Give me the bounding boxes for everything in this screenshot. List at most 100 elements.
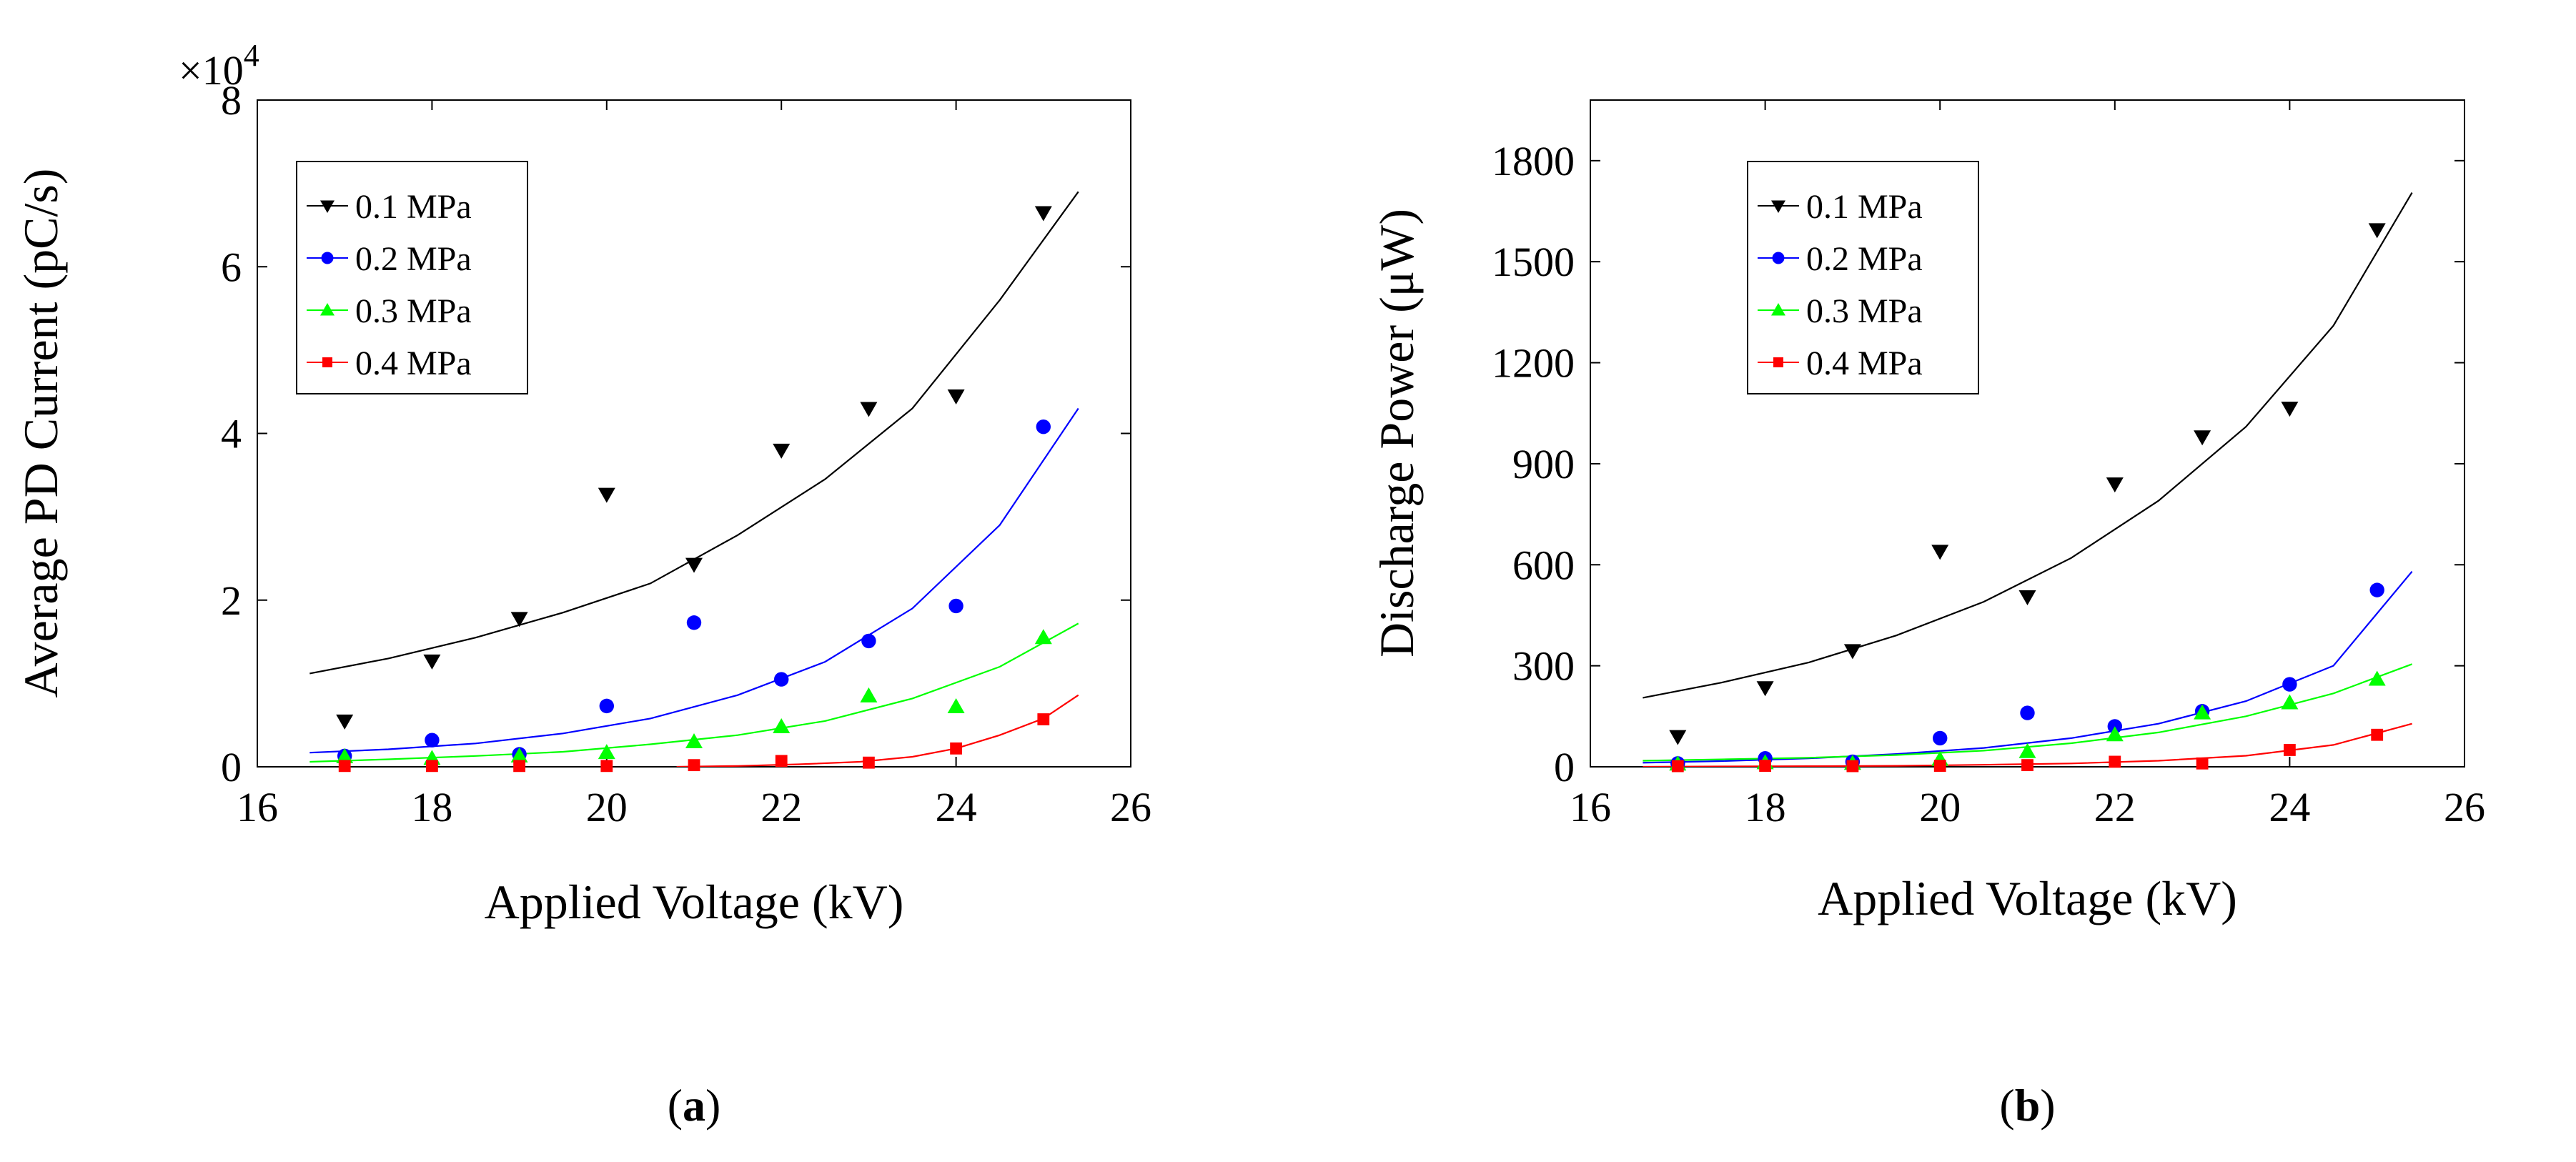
data-point-series-3: [600, 760, 613, 773]
x-tick-label: 22: [761, 784, 802, 830]
data-point-series-1: [948, 598, 963, 614]
y-tick-label: 900: [1512, 441, 1575, 487]
legend-marker-swatch: [1773, 357, 1783, 367]
x-tick-label: 18: [1745, 784, 1786, 830]
data-point-series-1: [1036, 419, 1051, 434]
data-point-series-3: [2109, 755, 2121, 768]
x-tick-label: 24: [2269, 784, 2310, 830]
data-point-series-3: [775, 755, 788, 768]
data-point-series-2: [2194, 704, 2211, 720]
subfigure-label: (b): [1999, 1080, 2055, 1131]
y-tick-label: 1200: [1492, 340, 1575, 387]
data-point-series-1: [861, 633, 876, 649]
subfigure-label-close-paren: ): [2040, 1080, 2055, 1131]
data-point-series-0: [1931, 545, 1949, 560]
y-tick-label: 0: [1554, 744, 1575, 790]
x-axis-label: Applied Voltage (kV): [485, 875, 904, 929]
data-point-series-2: [860, 687, 878, 702]
data-point-series-0: [773, 443, 791, 459]
data-point-series-2: [2281, 694, 2299, 710]
subfigure-label-letter: b: [2015, 1080, 2041, 1131]
legend-entry-label: 0.3 MPa: [1806, 292, 1923, 330]
data-point-series-3: [1759, 760, 1771, 772]
data-point-series-3: [688, 759, 700, 772]
y-axis-exponent-base: ×10: [179, 47, 244, 94]
data-point-series-1: [774, 672, 789, 687]
x-tick-label: 16: [237, 784, 278, 830]
x-tick-label: 26: [1110, 784, 1151, 830]
y-tick-label: 1800: [1492, 138, 1575, 184]
panel-b: 16 18 20 22 24 26 0 300 600 900 1200 1500 1800 Applie…: [1369, 99, 2485, 1131]
subfigure-label-letter: a: [683, 1080, 705, 1131]
legend-marker-swatch: [320, 200, 335, 213]
data-point-series-1: [599, 698, 614, 714]
y-tick-label: 8: [221, 77, 242, 124]
fit-curve-0: [1643, 192, 2413, 699]
y-axis-exponent: ×104: [179, 38, 259, 94]
y-tick-label: 300: [1512, 643, 1575, 690]
legend-entry-label: 0.3 MPa: [355, 292, 472, 330]
legend-box: [1747, 161, 1979, 394]
data-point-series-3: [2196, 757, 2209, 770]
data-point-series-0: [2368, 223, 2386, 239]
y-tick-label: 4: [221, 411, 242, 457]
x-tick-label: 22: [2094, 784, 2136, 830]
data-point-series-0: [2281, 402, 2299, 417]
y-tick-label: 2: [221, 577, 242, 624]
x-tick-label: 18: [411, 784, 452, 830]
data-point-series-1: [1933, 730, 1948, 746]
legend-entry-label: 0.1 MPa: [355, 188, 472, 226]
data-point-series-0: [423, 654, 441, 670]
legend-box: [296, 161, 528, 394]
legend-marker-swatch: [1771, 200, 1785, 213]
data-point-series-3: [863, 756, 875, 769]
data-point-series-2: [2368, 670, 2386, 686]
data-point-series-0: [2018, 590, 2036, 606]
data-point-series-3: [338, 760, 351, 773]
data-point-series-0: [1034, 206, 1052, 222]
data-point-series-1: [425, 733, 440, 748]
data-point-series-3: [950, 742, 962, 755]
data-point-series-1: [686, 615, 702, 630]
legend-entry-label: 0.1 MPa: [1806, 188, 1923, 226]
data-point-series-3: [2021, 759, 2033, 772]
y-tick-label: 0: [221, 744, 242, 790]
legend-entry-label: 0.2 MPa: [1806, 240, 1923, 278]
subfigure-label-close-paren: ): [705, 1080, 720, 1131]
legend-marker-swatch: [1772, 252, 1785, 264]
data-point-series-3: [1037, 713, 1050, 725]
x-tick-label: 16: [1570, 784, 1611, 830]
data-point-series-0: [1843, 644, 1861, 660]
legend-marker-swatch: [1771, 303, 1785, 316]
data-point-series-3: [513, 760, 525, 773]
data-point-series-1: [2282, 677, 2297, 692]
legend-entry-label: 0.4 MPa: [1806, 344, 1923, 382]
legend-entry-label: 0.2 MPa: [355, 240, 472, 278]
legend-marker-swatch: [320, 303, 335, 316]
data-point-series-3: [1933, 760, 1946, 772]
data-point-series-0: [1756, 681, 1774, 697]
data-point-series-0: [2194, 430, 2211, 446]
data-point-series-2: [510, 747, 528, 763]
data-point-series-0: [2106, 477, 2124, 493]
x-axis-label: Applied Voltage (kV): [1818, 871, 2237, 925]
data-point-series-0: [336, 714, 354, 730]
y-axis-label: Average PD Current (pC/s): [14, 169, 68, 698]
fit-curve-3: [676, 694, 1079, 767]
data-point-series-2: [773, 718, 791, 734]
data-point-series-2: [1034, 629, 1052, 645]
data-point-series-2: [947, 698, 965, 714]
subfigure-label-open-paren: (: [1999, 1080, 2014, 1131]
data-point-series-0: [947, 389, 965, 405]
y-axis-label: Discharge Power (μW): [1369, 209, 1424, 657]
y-tick-label: 6: [221, 244, 242, 290]
data-point-series-1: [2369, 582, 2384, 597]
x-tick-label: 20: [1919, 784, 1961, 830]
fit-curve-1: [309, 407, 1079, 754]
plot-area-frame: [1590, 99, 2465, 768]
data-point-series-0: [685, 557, 703, 573]
subfigure-label-open-paren: (: [668, 1080, 683, 1131]
data-point-series-3: [1846, 760, 1859, 773]
data-point-series-0: [598, 487, 615, 503]
